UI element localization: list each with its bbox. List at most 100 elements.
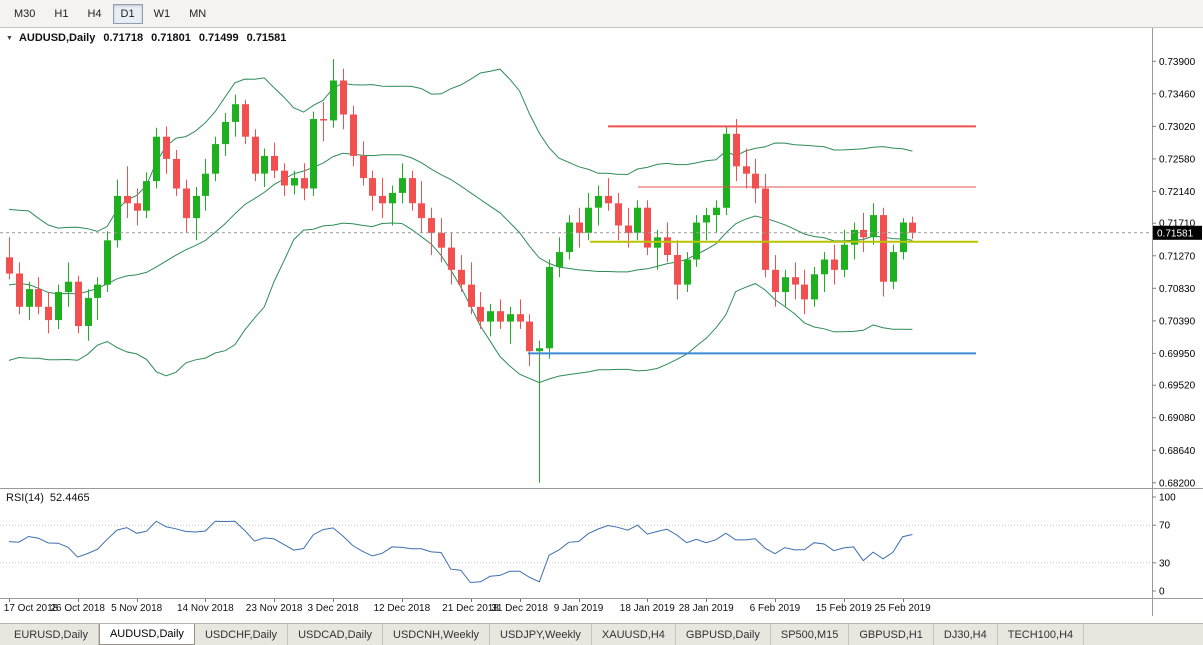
candle-body bbox=[35, 289, 42, 307]
price-axis-label: 0.68200 bbox=[1159, 478, 1196, 488]
candle-body bbox=[320, 119, 327, 121]
candle-body bbox=[143, 181, 150, 211]
chart-high-value: 0.71801 bbox=[151, 32, 191, 44]
rsi-indicator-pane[interactable]: 100 70 30 0 RSI(14) 52.4465 bbox=[0, 488, 1203, 598]
time-axis-label: 25 Feb 2019 bbox=[874, 603, 931, 614]
candle-body bbox=[75, 281, 82, 327]
time-axis-label: 17 Oct 2018 bbox=[3, 603, 59, 614]
candle-body bbox=[860, 229, 867, 238]
candle-body bbox=[360, 155, 367, 179]
timeframe-button-mn[interactable]: MN bbox=[181, 4, 214, 24]
time-axis-tick bbox=[274, 599, 276, 602]
chart-tab-bar: EURUSD,Daily AUDUSD,Daily USDCHF,Daily USDC… bbox=[0, 623, 1203, 645]
time-axis-tick bbox=[578, 599, 580, 602]
candle-body bbox=[880, 215, 887, 282]
price-axis-label: 0.71710 bbox=[1159, 219, 1196, 230]
timeframe-button-d1[interactable]: D1 bbox=[112, 3, 143, 24]
time-axis-tick bbox=[136, 599, 138, 602]
candle-body bbox=[104, 240, 111, 285]
candle-body bbox=[6, 257, 13, 274]
chart-tab-eurusd-daily[interactable]: EURUSD,Daily bbox=[4, 624, 99, 645]
candle-body bbox=[497, 311, 504, 322]
time-axis-tick bbox=[706, 599, 708, 602]
candle-body bbox=[615, 203, 622, 226]
candle-body bbox=[85, 297, 92, 326]
candle-body bbox=[281, 170, 288, 186]
chart-tab-sp500-m15[interactable]: SP500,M15 bbox=[771, 624, 850, 645]
price-chart-canvas[interactable]: 0.73900 0.73460 0.73020 0.72580 0.72140 0.717… bbox=[0, 28, 1203, 488]
chart-tab-tech100-h4[interactable]: TECH100,H4 bbox=[998, 624, 1085, 645]
candle-body bbox=[193, 195, 200, 219]
candle-body bbox=[232, 104, 239, 122]
chart-title: ▼ AUDUSD,Daily 0.71718 0.71801 0.71499 0… bbox=[6, 32, 286, 44]
candle-body bbox=[222, 121, 229, 145]
candle-body bbox=[55, 292, 62, 321]
candle-body bbox=[369, 178, 376, 196]
price-axis-label: 0.70830 bbox=[1159, 284, 1196, 295]
rsi-indicator-label: RSI(14) 52.4465 bbox=[6, 492, 90, 504]
timeframe-button-m30[interactable]: M30 bbox=[6, 4, 43, 24]
chart-tab-gbpusd-daily[interactable]: GBPUSD,Daily bbox=[676, 624, 771, 645]
candle-body bbox=[664, 237, 671, 255]
current-price-badge bbox=[1153, 225, 1202, 240]
time-axis-tick bbox=[647, 599, 649, 602]
price-axis-label: 0.68640 bbox=[1159, 446, 1196, 457]
chart-tab-audusd-daily[interactable]: AUDUSD,Daily bbox=[98, 624, 195, 645]
time-axis-tick bbox=[333, 599, 335, 602]
chart-tab-usdcnh-weekly[interactable]: USDCNH,Weekly bbox=[383, 624, 491, 645]
price-axis-label: 0.73460 bbox=[1159, 89, 1196, 100]
bollinger-middle-band bbox=[8, 152, 913, 295]
candle-body bbox=[772, 269, 779, 292]
current-price-badge-text: 0.71581 bbox=[1157, 228, 1194, 239]
timeframe-button-h4[interactable]: H4 bbox=[79, 4, 109, 24]
rsi-axis-label: 30 bbox=[1159, 558, 1171, 569]
candle-body bbox=[595, 195, 602, 208]
time-axis-tick bbox=[401, 599, 403, 602]
candle-body bbox=[291, 178, 298, 186]
chart-tab-usdcad-daily[interactable]: USDCAD,Daily bbox=[288, 624, 384, 645]
candle-body bbox=[890, 252, 897, 282]
candle-body bbox=[752, 173, 759, 189]
candle-body bbox=[202, 173, 209, 196]
time-axis-tick bbox=[843, 599, 845, 602]
price-axis-labels[interactable]: 0.73900 0.73460 0.73020 0.72580 0.72140 0.717… bbox=[1152, 57, 1196, 488]
candle-body bbox=[487, 311, 494, 322]
chart-tab-usdjpy-weekly[interactable]: USDJPY,Weekly bbox=[490, 624, 592, 645]
candle-body bbox=[330, 80, 337, 121]
candle-body bbox=[801, 284, 808, 300]
candle-body bbox=[428, 218, 435, 233]
price-axis-label: 0.69950 bbox=[1159, 349, 1196, 360]
time-axis[interactable]: 17 Oct 2018 26 Oct 2018 5 Nov 2018 14 Nov 2… bbox=[0, 598, 1203, 616]
candle-body bbox=[379, 195, 386, 204]
price-chart-pane[interactable]: 0.73900 0.73460 0.73020 0.72580 0.72140 0.717… bbox=[0, 28, 1203, 488]
candle-body bbox=[94, 284, 101, 298]
chart-tab-dj30-h4[interactable]: DJ30,H4 bbox=[934, 624, 998, 645]
candle-body bbox=[409, 178, 416, 204]
candle-body bbox=[153, 136, 160, 182]
time-axis-tick bbox=[77, 599, 79, 602]
time-axis-label: 5 Nov 2018 bbox=[111, 603, 163, 614]
price-axis-label: 0.73900 bbox=[1159, 57, 1196, 68]
chart-tab-usdchf-daily[interactable]: USDCHF,Daily bbox=[195, 624, 289, 645]
time-axis-tick bbox=[774, 599, 776, 602]
candle-body bbox=[65, 281, 72, 293]
time-axis-tick bbox=[519, 599, 521, 602]
candle-body bbox=[743, 166, 750, 174]
time-axis-label: 14 Nov 2018 bbox=[177, 603, 234, 614]
chart-symbol-label: AUDUSD,Daily bbox=[18, 32, 96, 44]
candle-body bbox=[566, 222, 573, 253]
timeframe-button-w1[interactable]: W1 bbox=[146, 4, 179, 24]
candle-body bbox=[183, 188, 190, 219]
chart-open-value: 0.71718 bbox=[103, 32, 144, 44]
candle-body bbox=[448, 247, 455, 270]
chart-dropdown-icon[interactable]: ▼ bbox=[6, 34, 13, 42]
chart-tab-gbpusd-h1[interactable]: GBPUSD,H1 bbox=[849, 624, 934, 645]
time-axis-label: 23 Nov 2018 bbox=[245, 603, 303, 614]
rsi-canvas[interactable]: 100 70 30 0 bbox=[0, 489, 1203, 598]
rsi-axis-label: 0 bbox=[1159, 587, 1165, 598]
candle-body bbox=[350, 114, 357, 156]
candle-body bbox=[252, 136, 259, 174]
candle-body bbox=[124, 195, 131, 204]
timeframe-button-h1[interactable]: H1 bbox=[46, 4, 76, 24]
chart-tab-xauusd-h4[interactable]: XAUUSD,H4 bbox=[592, 624, 676, 645]
